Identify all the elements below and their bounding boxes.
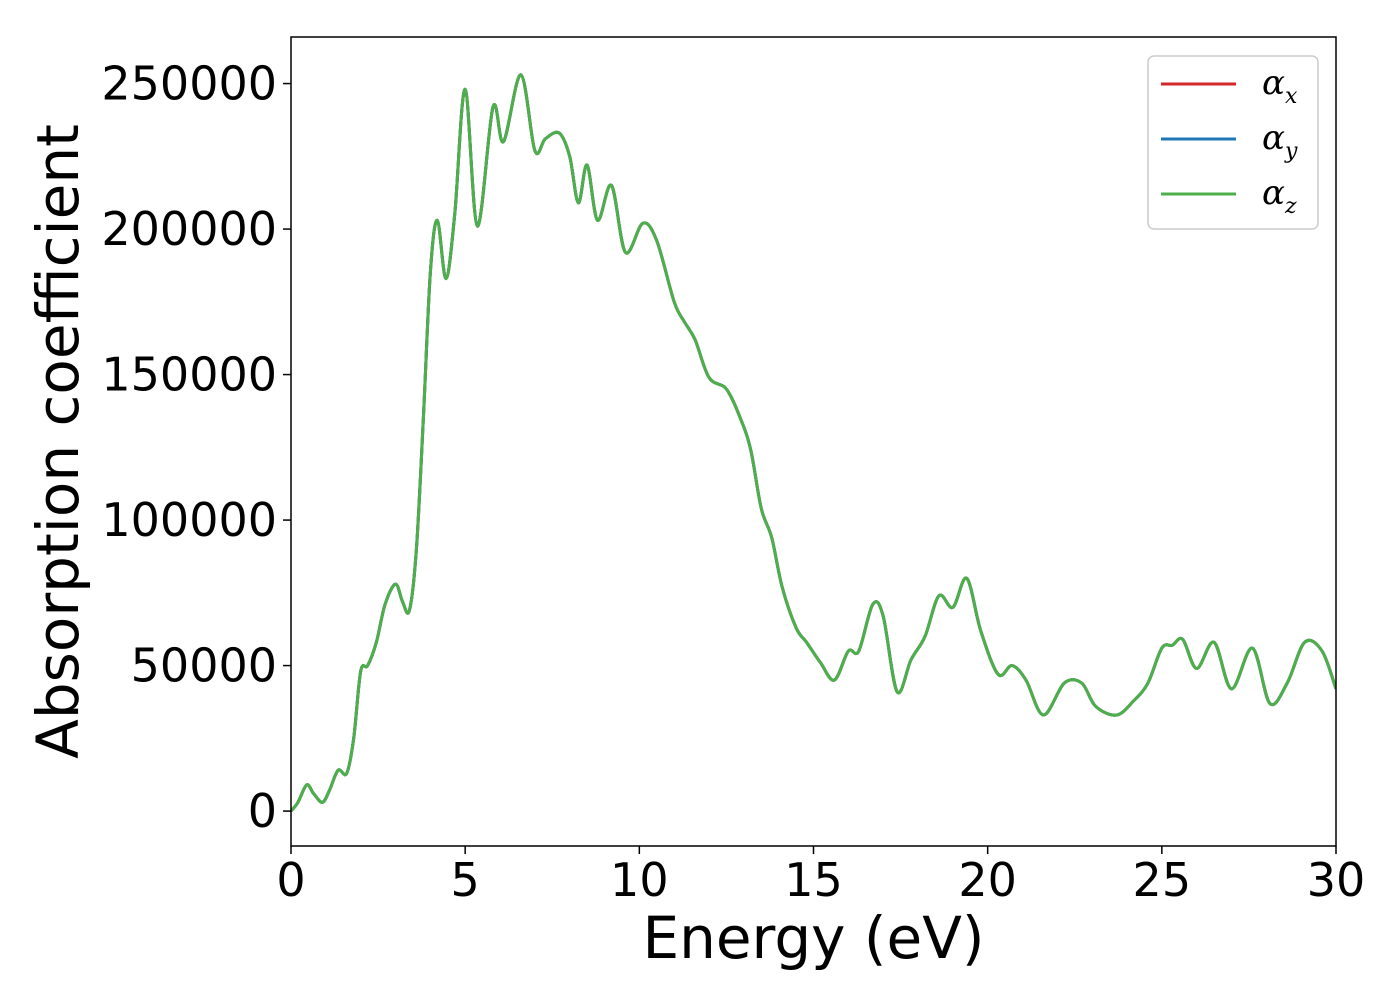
x-tick-label: 5: [451, 853, 480, 907]
y-tick-label: 150000: [101, 348, 277, 402]
legend-box: [1147, 55, 1319, 230]
x-tick-label: 15: [784, 853, 843, 907]
series-layer: [291, 73, 1336, 813]
legend-label-z: αz: [1262, 173, 1297, 219]
y-tick-label: 200000: [101, 202, 277, 256]
x-tick-label: 25: [1133, 853, 1192, 907]
legend-label-x: αx: [1262, 63, 1298, 109]
y-axis-ticks: 0 50000 100000 150000 200000 250000: [101, 57, 291, 838]
legend: αx αy αz: [1147, 55, 1319, 230]
x-tick-label: 30: [1307, 853, 1366, 907]
x-axis-title: Energy (eV): [642, 904, 984, 972]
x-tick-label: 10: [610, 853, 669, 907]
y-tick-label: 250000: [101, 57, 277, 111]
y-tick-label: 50000: [131, 639, 277, 693]
x-tick-label: 20: [958, 853, 1017, 907]
y-tick-label: 100000: [101, 493, 277, 547]
x-axis-ticks: 0 5 10 15 20 25 30: [276, 846, 1365, 907]
y-tick-label: 0: [248, 784, 277, 838]
x-tick-label: 0: [276, 853, 305, 907]
legend-label-y: αy: [1262, 118, 1298, 164]
y-axis-title: Absorption coefficient: [24, 124, 92, 759]
series-line-z: [291, 73, 1336, 813]
